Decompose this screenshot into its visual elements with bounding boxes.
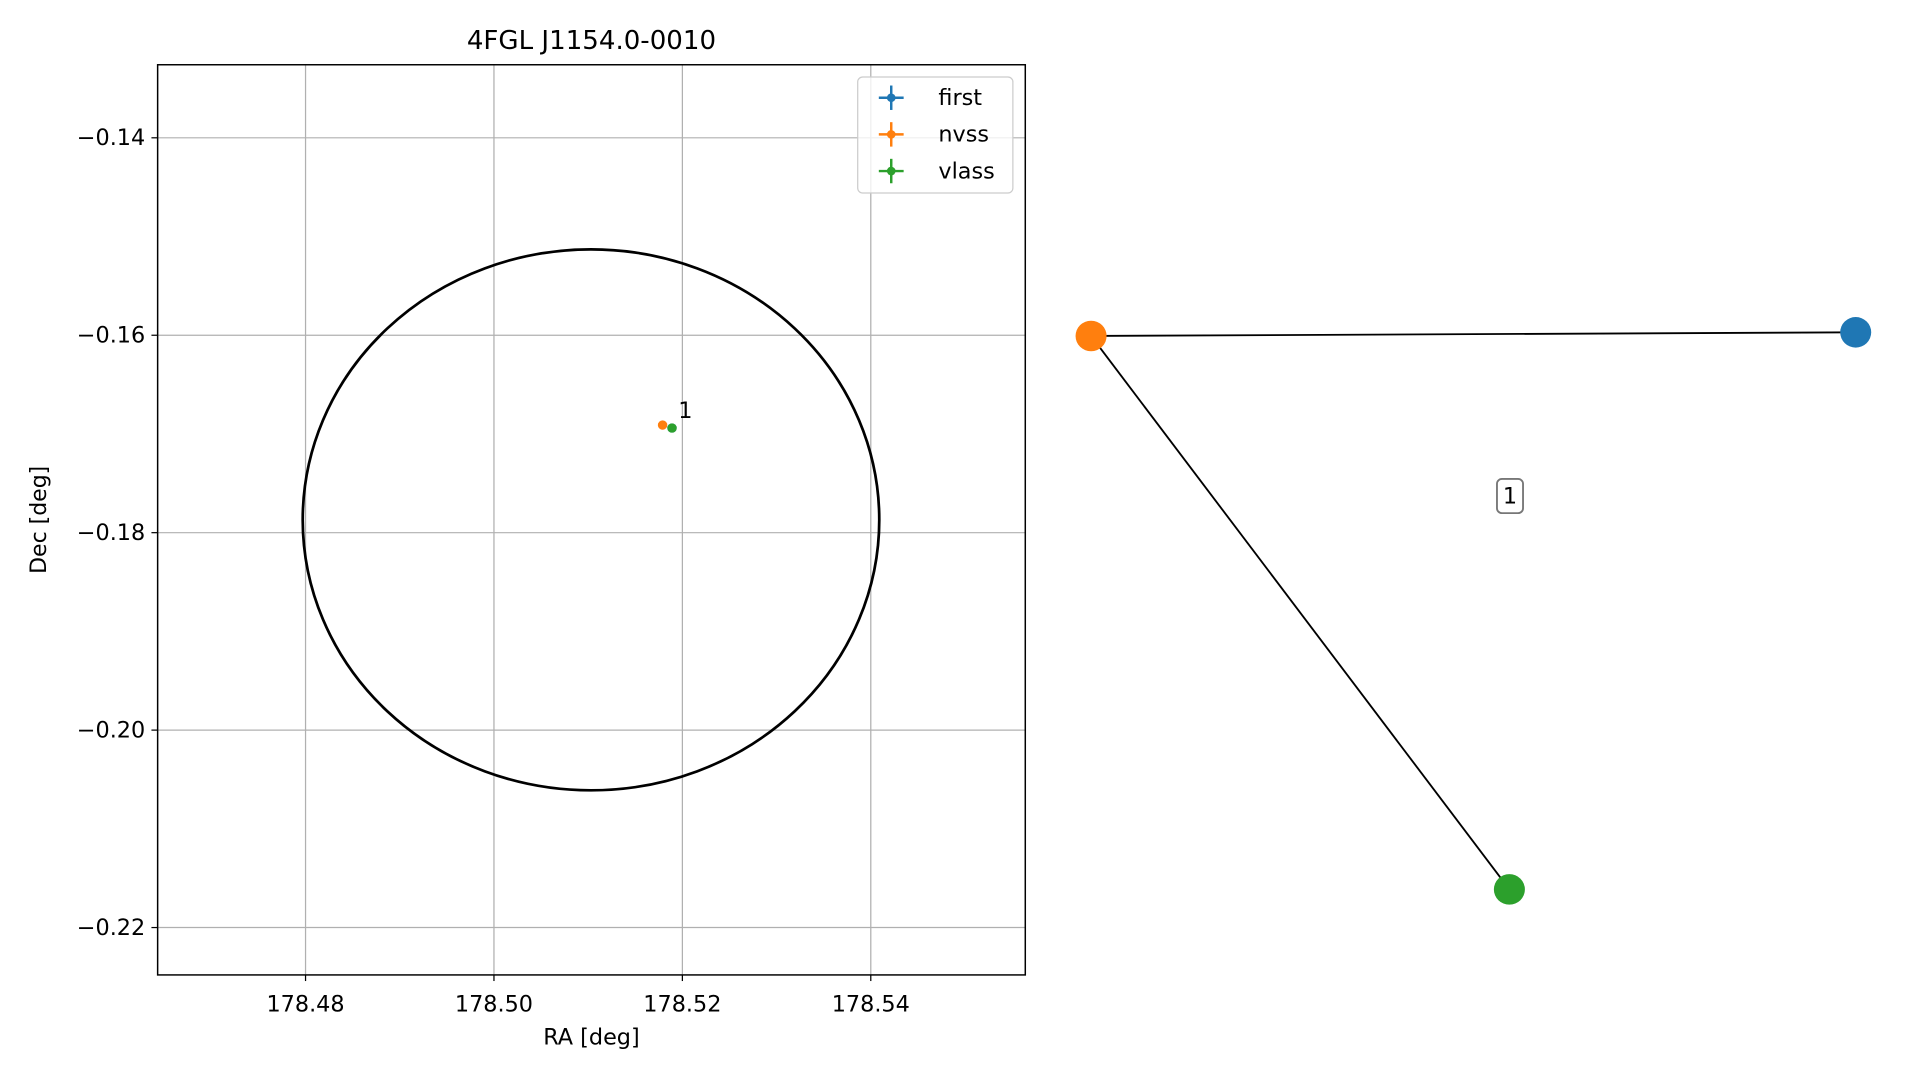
edge-label: 1 (1503, 484, 1517, 510)
edge (1090, 335, 1511, 890)
x-tick-label: 178.50 (455, 992, 533, 1018)
y-axis-label: Dec [deg] (26, 466, 52, 574)
edge (1091, 331, 1856, 337)
y-tick-label: −0.14 (77, 125, 145, 151)
x-axis-label: RA [deg] (543, 1025, 640, 1051)
annotation: 1 (678, 398, 692, 424)
legend: first nvss vlass (857, 76, 1014, 194)
edge-label-box (1496, 477, 1524, 515)
x-tick-label: 178.54 (832, 992, 910, 1018)
legend-swatch (886, 93, 896, 103)
legend-swatch (886, 130, 896, 139)
y-tick-label: −0.18 (77, 520, 145, 546)
x-tick-label: 178.52 (643, 992, 721, 1018)
y-tick-label: −0.20 (77, 718, 145, 744)
x-tick-label: 178.48 (266, 992, 344, 1018)
y-tick-label: −0.16 (77, 323, 145, 349)
plot-frame (156, 64, 1027, 976)
legend-label: first (938, 85, 982, 111)
legend-label: vlass (938, 159, 994, 185)
error-circle (301, 248, 881, 792)
node (1493, 874, 1525, 905)
legend-swatch (886, 166, 896, 176)
legend-box (857, 76, 1014, 194)
point (667, 423, 677, 433)
node (1840, 317, 1872, 348)
y-tick-label: −0.22 (77, 915, 145, 941)
node (1075, 320, 1107, 352)
legend-label: nvss (938, 122, 989, 148)
chart-title: 4FGL J1154.0-0010 (467, 26, 716, 56)
point (657, 420, 668, 430)
